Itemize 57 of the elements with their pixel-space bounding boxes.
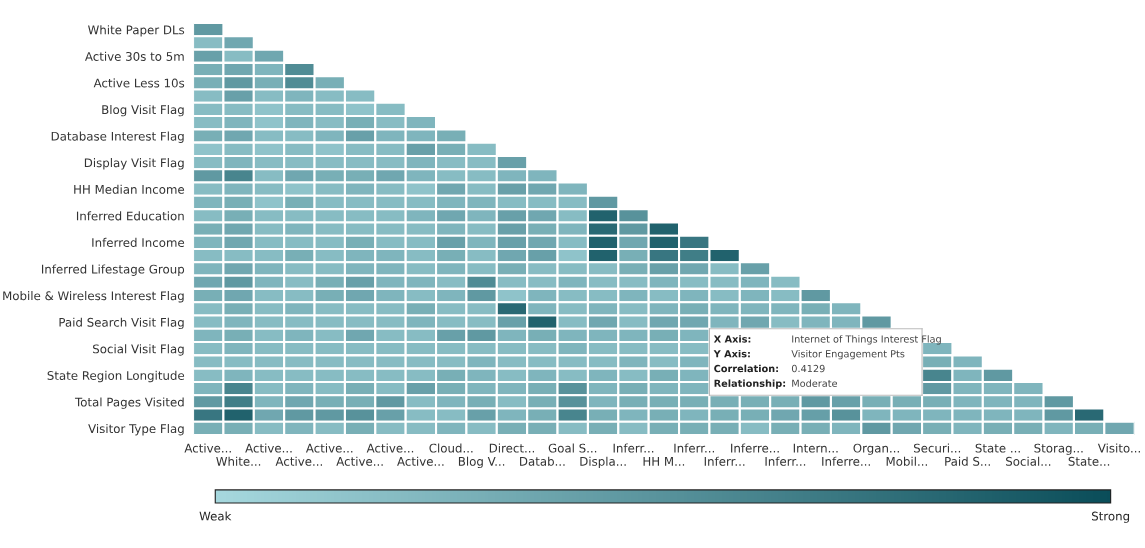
x-tick-label: Social... [1006, 456, 1051, 466]
x-tick-label: Inferr... [613, 443, 654, 453]
x-tick-label: Inferre... [731, 443, 779, 453]
x-tick-label: Storag... [1034, 443, 1083, 455]
x-tick-label: Goal S... [548, 443, 597, 453]
y-tick-label: Paid Search Visit Flag [59, 317, 184, 330]
x-tick-label: Securi... [913, 443, 961, 453]
annotation: Relationship: [714, 379, 786, 389]
x-tick-label: Inferr... [704, 456, 745, 466]
y-tick-label: Total Pages Visited [74, 397, 184, 409]
y-tick-label: Blog Visit Flag [102, 104, 184, 117]
x-tick-label: Active... [305, 443, 353, 453]
x-tick-label: Direct... [489, 443, 535, 453]
x-tick-label: Active... [366, 443, 414, 453]
annotation: Internet of Things Interest Flag [792, 335, 941, 345]
y-tick-label: Mobile & Wireless Interest Flag [3, 291, 184, 303]
y-tick-label: Social Visit Flag [93, 344, 184, 356]
x-tick-label: Active... [397, 456, 444, 466]
x-tick-label: Inferre... [822, 456, 870, 466]
annotation: Y Axis: [713, 349, 750, 358]
x-tick-label: Displa... [580, 456, 626, 469]
x-tick-label: Inferr... [765, 456, 806, 466]
y-tick-label: State Region Longitude [47, 370, 185, 383]
x-tick-label: Blog V... [458, 456, 505, 469]
y-tick-label: Inferred Income [92, 237, 185, 248]
annotation: 0.4129 [791, 364, 825, 373]
x-tick-label: Cloud... [429, 443, 473, 453]
y-tick-label: Active 30s to 5m [85, 51, 184, 61]
annotation: Moderate [792, 379, 838, 387]
x-tick-label: White... [216, 456, 261, 466]
x-tick-label: Active... [245, 443, 292, 453]
x-tick-label: Paid S... [945, 456, 990, 466]
x-tick-label: Active... [275, 456, 322, 466]
x-tick-label: Organ... [853, 443, 899, 455]
color-bar-label: Strong [1091, 511, 1130, 523]
color-bar-label: Weak [199, 511, 232, 521]
annotation: X Axis: [713, 335, 751, 343]
x-tick-label: State... [1068, 456, 1110, 466]
y-tick-label: Active Less 10s [93, 78, 185, 88]
x-tick-label: Active... [184, 443, 231, 453]
x-tick-label: State ... [975, 443, 1020, 453]
x-tick-label: Inferr... [674, 443, 715, 453]
y-tick-label: Inferred Education [76, 211, 184, 221]
y-tick-label: HH Median Income [74, 184, 185, 194]
y-tick-label: Visitor Type Flag [88, 423, 184, 436]
x-tick-label: Mobil... [886, 456, 927, 466]
x-tick-label: Visito... [1097, 443, 1140, 453]
y-tick-label: Display Visit Flag [84, 158, 184, 170]
x-tick-label: HH M... [643, 457, 685, 466]
x-tick-label: Active... [336, 456, 383, 466]
y-tick-label: Inferred Lifestage Group [42, 264, 185, 276]
x-tick-label: Datab... [520, 456, 565, 466]
annotation: Visitor Engagement Pts [791, 349, 905, 360]
y-tick-label: Database Interest Flag [51, 131, 184, 143]
x-tick-label: Intern... [793, 443, 838, 453]
annotation: Correlation: [714, 364, 778, 373]
y-tick-label: White Paper DLs [88, 25, 185, 37]
